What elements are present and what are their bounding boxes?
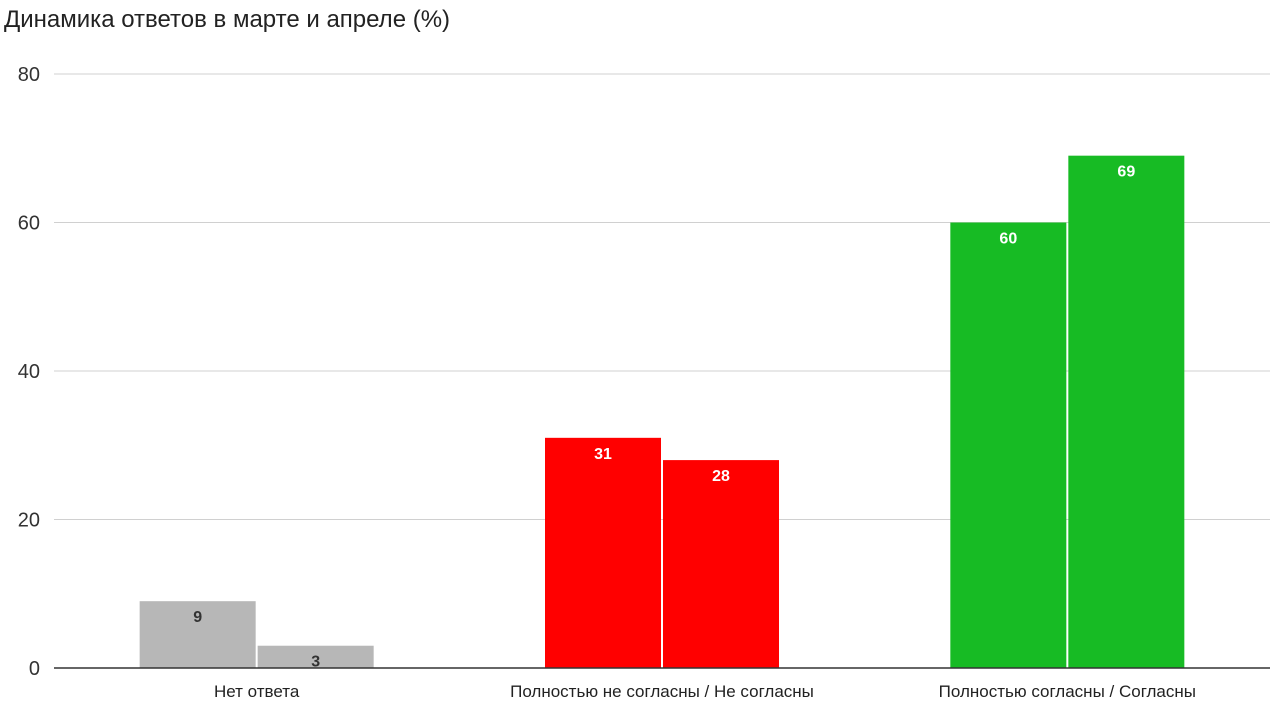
axes: 0 20 40 60 80 Нет ответа Полностью не согласны… bbox=[18, 64, 1270, 701]
data-label: 9 bbox=[193, 609, 202, 626]
bar bbox=[139, 601, 256, 668]
data-label: 60 bbox=[999, 231, 1017, 248]
grid-lines bbox=[54, 73, 1270, 520]
chart-title: Динамика ответов в марте и апреле (%) bbox=[4, 6, 451, 33]
x-tick-label: Полностью согласны / Согласны bbox=[939, 682, 1196, 701]
value-labels: 9 3 31 28 60 69 bbox=[193, 164, 1135, 671]
data-label: 28 bbox=[712, 468, 730, 485]
data-label: 31 bbox=[594, 446, 612, 463]
y-tick-label: 0 bbox=[29, 658, 40, 680]
bars bbox=[139, 155, 1185, 669]
y-tick-label: 60 bbox=[18, 213, 40, 235]
data-label: 3 bbox=[311, 654, 320, 671]
x-tick-label: Полностью не согласны / Не согласны bbox=[510, 682, 814, 701]
bar bbox=[1068, 155, 1185, 669]
x-tick-label: Нет ответа bbox=[214, 682, 300, 701]
bar bbox=[950, 222, 1067, 668]
y-tick-label: 20 bbox=[18, 510, 40, 532]
data-label: 69 bbox=[1117, 164, 1135, 181]
y-tick-label: 40 bbox=[18, 361, 40, 383]
bar bbox=[663, 460, 779, 668]
bar bbox=[545, 437, 661, 668]
y-tick-label: 80 bbox=[18, 64, 40, 86]
bar bbox=[257, 645, 374, 668]
